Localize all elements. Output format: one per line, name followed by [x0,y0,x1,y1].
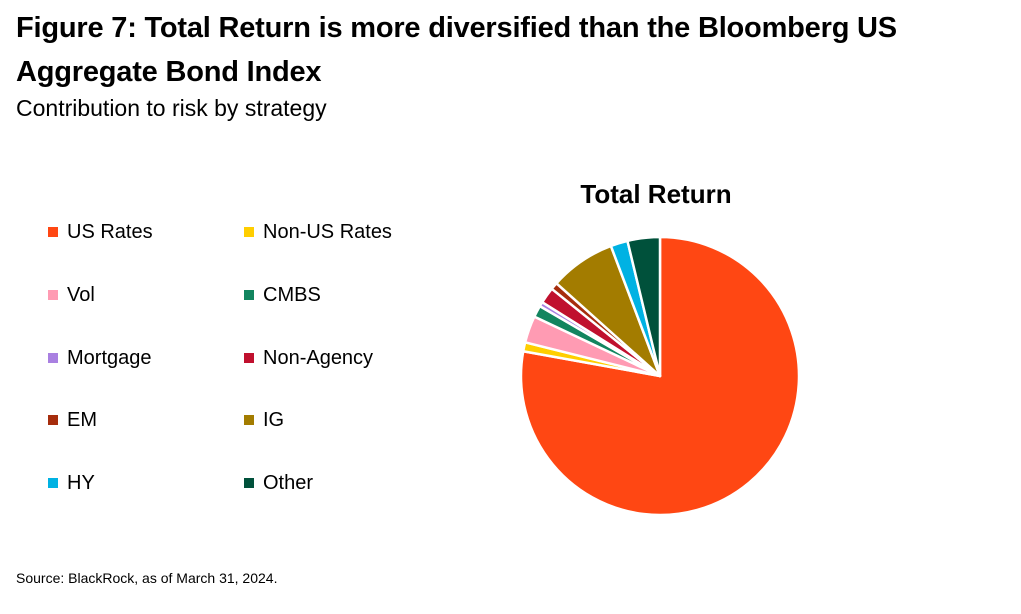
chart-title: Figure 7: Total Return is more diversifi… [16,12,897,88]
legend-label: US Rates [67,221,153,243]
pie-slices [519,235,801,517]
legend-swatch [244,352,254,363]
legend-swatch [244,415,254,426]
source-note: Source: BlackRock, as of March 31, 2024. [16,570,278,586]
legend-item-non-us-rates: Non-US Rates [244,220,392,244]
legend-label: EM [67,409,97,432]
legend-label: Mortgage [67,346,152,369]
legend-item-ig: IG [244,408,284,432]
legend-label: Non-US Rates [263,221,392,243]
legend-swatch [244,227,254,237]
pie-slice-other [626,235,662,378]
legend-item-non-agency: Non-Agency [244,346,373,370]
legend-label: Other [263,472,314,494]
legend-label: IG [263,409,285,432]
legend-swatch [48,415,58,426]
legend-item-other: Other [244,471,313,495]
legend-label: Non-Agency [263,346,374,369]
legend-item-vol: Vol [48,283,95,307]
legend-swatch [48,227,58,237]
legend-swatch [48,352,58,363]
legend-item-hy: HY [48,471,95,495]
legend-swatch [48,289,58,300]
legend-swatch [244,478,254,488]
pie-title: Total Return [580,179,731,209]
legend-swatch [48,478,58,488]
legend-item-cmbs: CMBS [244,283,321,307]
legend-item-mortgage: Mortgage [48,346,152,370]
legend-item-us-rates: US Rates [48,220,153,244]
chart-subtitle: Contribution to risk by strategy [16,95,327,121]
legend-swatch [244,289,254,300]
legend-label: HY [67,472,95,494]
legend-label: Vol [67,283,95,306]
legend-item-em: EM [48,408,97,432]
legend-label: CMBS [263,283,321,306]
